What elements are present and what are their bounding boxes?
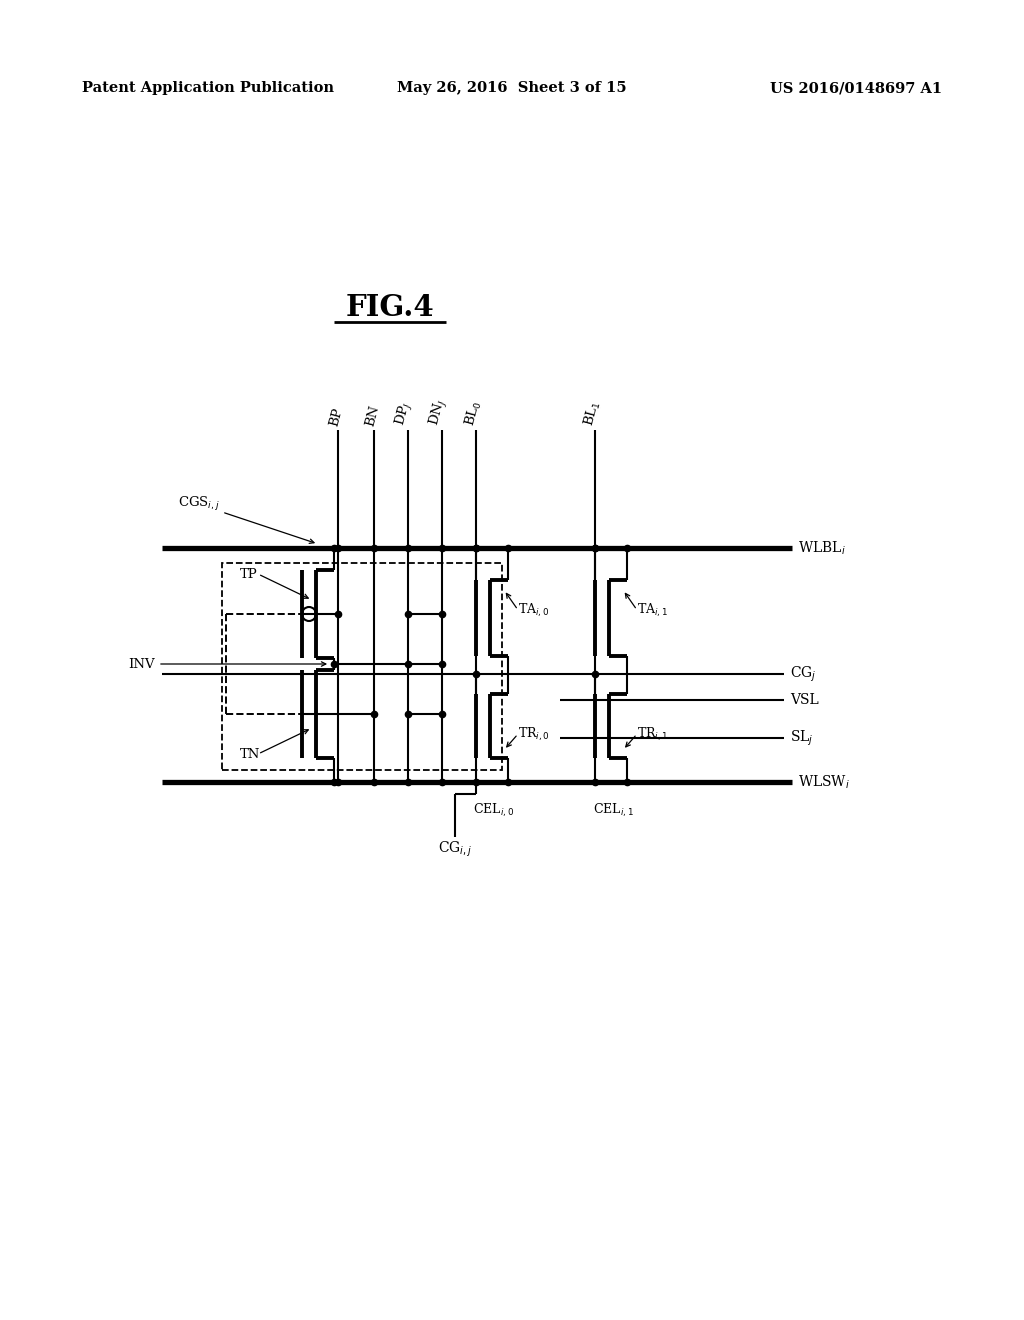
Text: TP: TP — [240, 568, 258, 581]
Text: BN: BN — [364, 404, 382, 428]
Text: SL$_{j}$: SL$_{j}$ — [790, 729, 813, 747]
Text: BL$_{1}$: BL$_{1}$ — [582, 399, 603, 428]
Text: WLBL$_{i}$: WLBL$_{i}$ — [798, 540, 846, 557]
Text: VSL: VSL — [790, 693, 819, 708]
Text: INV: INV — [128, 657, 155, 671]
Text: CEL$_{i,0}$: CEL$_{i,0}$ — [473, 803, 514, 820]
Text: US 2016/0148697 A1: US 2016/0148697 A1 — [770, 81, 942, 95]
Text: TN: TN — [240, 747, 260, 760]
Text: CEL$_{i,1}$: CEL$_{i,1}$ — [593, 803, 634, 820]
Text: CG$_{j}$: CG$_{j}$ — [790, 664, 816, 684]
Text: WLSW$_{i}$: WLSW$_{i}$ — [798, 774, 850, 791]
Bar — [222, 564, 502, 770]
Text: DP$_{J}$: DP$_{J}$ — [392, 400, 416, 428]
Text: TR$_{i,1}$: TR$_{i,1}$ — [637, 725, 669, 743]
Text: May 26, 2016  Sheet 3 of 15: May 26, 2016 Sheet 3 of 15 — [397, 81, 627, 95]
Text: CGS$_{i,j}$: CGS$_{i,j}$ — [178, 495, 220, 513]
Text: DN$_{J}$: DN$_{J}$ — [427, 397, 451, 428]
Text: CG$_{i,j}$: CG$_{i,j}$ — [438, 840, 472, 859]
Text: TA$_{i,0}$: TA$_{i,0}$ — [518, 602, 550, 619]
Text: TA$_{i,1}$: TA$_{i,1}$ — [637, 602, 668, 619]
Text: BL$_{0}$: BL$_{0}$ — [463, 399, 484, 428]
Text: BP: BP — [328, 407, 345, 428]
Text: Patent Application Publication: Patent Application Publication — [82, 81, 334, 95]
Text: FIG.4: FIG.4 — [346, 293, 434, 322]
Text: TR$_{i,0}$: TR$_{i,0}$ — [518, 725, 550, 743]
